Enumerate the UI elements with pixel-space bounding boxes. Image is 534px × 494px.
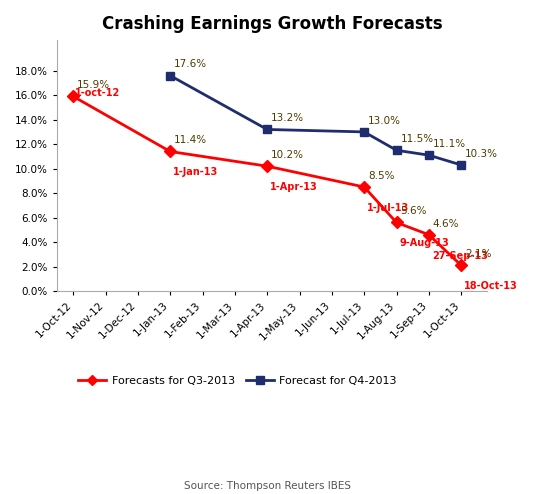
Text: 9-Aug-13: 9-Aug-13 — [400, 239, 450, 248]
Forecasts for Q3-2013 — [426, 232, 432, 238]
Title: Crashing Earnings Growth Forecasts: Crashing Earnings Growth Forecasts — [101, 15, 442, 33]
Text: 18-Oct-13: 18-Oct-13 — [465, 281, 518, 291]
Text: 1-Apr-13: 1-Apr-13 — [270, 182, 318, 192]
Forecasts for Q3-2013 — [394, 219, 400, 225]
Legend: Forecasts for Q3-2013, Forecast for Q4-2013: Forecasts for Q3-2013, Forecast for Q4-2… — [74, 372, 401, 391]
Text: 5.6%: 5.6% — [400, 206, 427, 216]
Forecast for Q4-2013 — [394, 147, 400, 153]
Text: 10.2%: 10.2% — [271, 150, 304, 160]
Forecast for Q4-2013 — [426, 152, 432, 158]
Forecasts for Q3-2013 — [70, 93, 76, 99]
Forecast for Q4-2013 — [458, 162, 465, 168]
Line: Forecast for Q4-2013: Forecast for Q4-2013 — [166, 72, 465, 169]
Forecasts for Q3-2013 — [264, 163, 270, 169]
Text: 8.5%: 8.5% — [368, 171, 395, 181]
Forecasts for Q3-2013 — [458, 262, 465, 268]
Text: 11.5%: 11.5% — [400, 134, 434, 144]
Text: 13.2%: 13.2% — [271, 113, 304, 124]
Text: 11.1%: 11.1% — [433, 139, 466, 149]
Text: 1-Jul-13: 1-Jul-13 — [367, 203, 410, 213]
Forecast for Q4-2013 — [264, 126, 270, 132]
Forecast for Q4-2013 — [167, 73, 174, 79]
Text: 1-Jan-13: 1-Jan-13 — [174, 167, 218, 177]
Forecasts for Q3-2013 — [361, 184, 367, 190]
Forecast for Q4-2013 — [361, 129, 367, 135]
Text: 15.9%: 15.9% — [77, 81, 110, 90]
Text: Source: Thompson Reuters IBES: Source: Thompson Reuters IBES — [184, 481, 350, 491]
Line: Forecasts for Q3-2013: Forecasts for Q3-2013 — [69, 92, 465, 270]
Text: 1-oct-12: 1-oct-12 — [75, 88, 120, 98]
Text: 2.1%: 2.1% — [465, 249, 491, 259]
Text: 17.6%: 17.6% — [174, 59, 207, 70]
Forecasts for Q3-2013 — [167, 149, 174, 155]
Text: 13.0%: 13.0% — [368, 116, 401, 126]
Text: 10.3%: 10.3% — [465, 149, 498, 159]
Text: 4.6%: 4.6% — [433, 219, 459, 229]
Text: 27-Sep-13: 27-Sep-13 — [432, 250, 488, 261]
Text: 11.4%: 11.4% — [174, 135, 207, 145]
